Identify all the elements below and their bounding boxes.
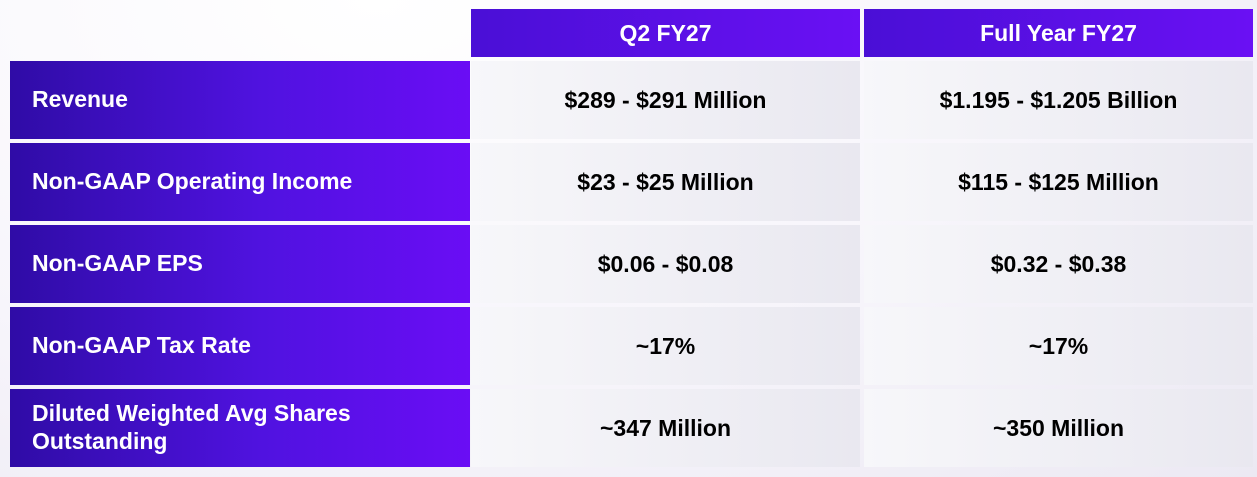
cell-operating-income-q2: $23 - $25 Million [471,143,860,221]
cell-diluted-shares-q2: ~347 Million [471,389,860,467]
row-label-diluted-shares: Diluted Weighted Avg Shares Outstanding [10,389,470,467]
row-label-operating-income: Non-GAAP Operating Income [10,143,470,221]
row-label-revenue: Revenue [10,61,470,139]
cell-revenue-full-year: $1.195 - $1.205 Billion [864,61,1253,139]
cell-eps-q2: $0.06 - $0.08 [471,225,860,303]
cell-tax-rate-q2: ~17% [471,307,860,385]
cell-eps-full-year: $0.32 - $0.38 [864,225,1253,303]
column-header-full-year: Full Year FY27 [864,9,1253,57]
row-label-eps: Non-GAAP EPS [10,225,470,303]
cell-tax-rate-full-year: ~17% [864,307,1253,385]
cell-diluted-shares-full-year: ~350 Million [864,389,1253,467]
cell-revenue-q2: $289 - $291 Million [471,61,860,139]
cell-operating-income-full-year: $115 - $125 Million [864,143,1253,221]
row-label-tax-rate: Non-GAAP Tax Rate [10,307,470,385]
column-header-q2: Q2 FY27 [471,9,860,57]
